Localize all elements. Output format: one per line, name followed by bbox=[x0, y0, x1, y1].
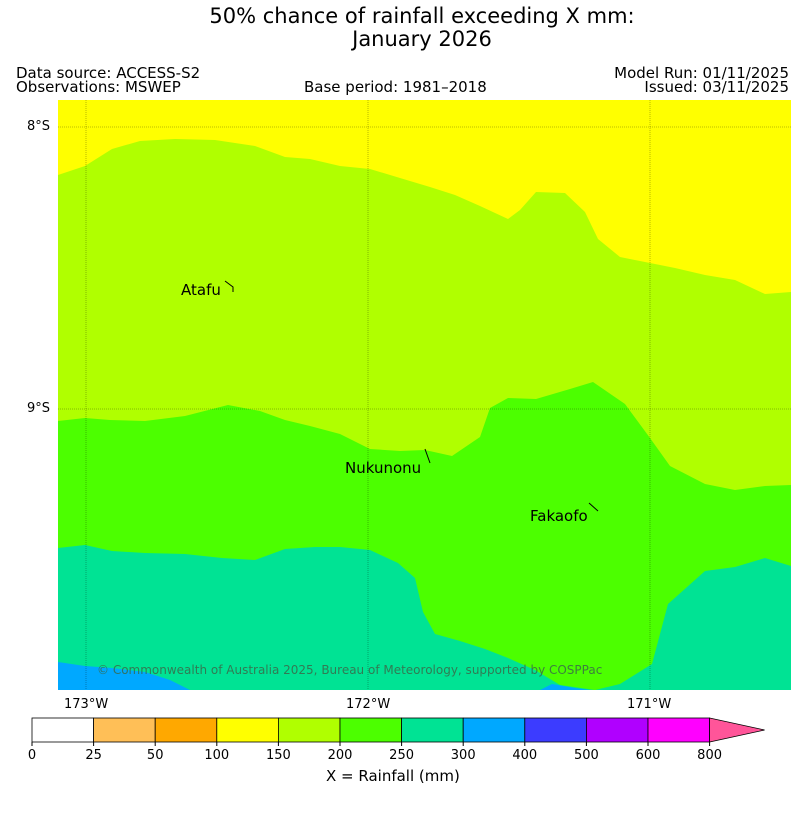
colorbar-swatch bbox=[462, 717, 526, 743]
colorbar-tick-label: 600 bbox=[636, 748, 661, 763]
colorbar-tick-label: 500 bbox=[574, 748, 599, 763]
base-period: Base period: 1981–2018 bbox=[304, 78, 487, 96]
place-nukunonu: Nukunonu bbox=[345, 459, 422, 477]
observations: Observations: MSWEP bbox=[16, 78, 181, 96]
lon-label-173w: 173°W bbox=[64, 697, 109, 712]
band-blue bbox=[58, 662, 190, 690]
colorbar-tick-label: 800 bbox=[697, 748, 722, 763]
colorbar-tick-label: 50 bbox=[147, 748, 164, 763]
chart-title-line1: 50% chance of rainfall exceeding X mm: bbox=[209, 4, 635, 28]
copyright-notice: © Commonwealth of Australia 2025, Bureau… bbox=[97, 663, 603, 677]
colorbar-swatch bbox=[647, 717, 710, 743]
data-source: Data source: ACCESS-S2 bbox=[16, 64, 201, 82]
colorbar-tick-label: 250 bbox=[389, 748, 414, 763]
colorbar-swatch bbox=[93, 717, 156, 743]
colorbar-xlabel: X = Rainfall (mm) bbox=[326, 767, 460, 785]
colorbar-swatch bbox=[216, 717, 279, 743]
colorbar-swatch bbox=[154, 717, 218, 743]
band-blue-patch bbox=[540, 684, 590, 690]
issued-date: Issued: 03/11/2025 bbox=[644, 78, 789, 96]
place-fakaofo: Fakaofo bbox=[530, 507, 588, 525]
colorbar-extend-arrow bbox=[709, 717, 765, 743]
lat-label-9s: 9°S bbox=[27, 401, 51, 416]
band-teal bbox=[58, 545, 791, 690]
colorbar-tick-label: 25 bbox=[85, 748, 102, 763]
lat-label-8s: 8°S bbox=[27, 119, 51, 134]
colorbar-swatch bbox=[31, 717, 94, 743]
lon-label-172w: 172°W bbox=[346, 697, 391, 712]
colorbar-tick-label: 150 bbox=[266, 748, 291, 763]
colorbar-tick-label: 400 bbox=[512, 748, 537, 763]
colorbar: 0 25 50 100 150 200 250 300 400 500 600 800 bbox=[28, 717, 765, 763]
nukunonu-island-mark bbox=[424, 448, 431, 464]
lon-label-171w: 171°W bbox=[627, 697, 672, 712]
chart-title-line2: January 2026 bbox=[352, 27, 492, 51]
colorbar-tick-label: 200 bbox=[328, 748, 353, 763]
colorbar-tick-label: 0 bbox=[28, 748, 36, 763]
colorbar-swatch bbox=[277, 717, 341, 743]
colorbar-swatch bbox=[586, 717, 649, 743]
atafu-island-mark bbox=[224, 280, 234, 292]
colorbar-swatch bbox=[339, 717, 402, 743]
model-run: Model Run: 01/11/2025 bbox=[614, 64, 789, 82]
colorbar-swatch bbox=[524, 717, 587, 743]
fakaofo-island-mark bbox=[588, 502, 599, 512]
place-atafu: Atafu bbox=[181, 281, 221, 299]
colorbar-tick-label: 300 bbox=[451, 748, 476, 763]
colorbar-swatch bbox=[401, 717, 464, 743]
colorbar-tick-label: 100 bbox=[204, 748, 229, 763]
